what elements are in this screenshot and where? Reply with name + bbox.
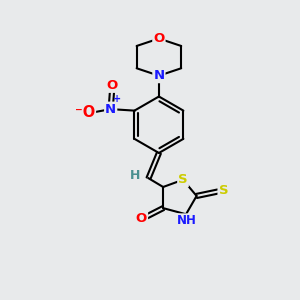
Text: N: N [105,103,116,116]
Text: O: O [153,32,164,45]
Text: S: S [218,184,228,197]
Text: O: O [136,212,147,225]
Text: N: N [153,69,164,82]
Text: ⁻O: ⁻O [75,105,95,120]
Text: H: H [130,169,140,182]
Text: +: + [112,94,121,104]
Text: NH: NH [177,214,196,227]
Text: S: S [178,173,188,186]
Text: O: O [106,79,118,92]
